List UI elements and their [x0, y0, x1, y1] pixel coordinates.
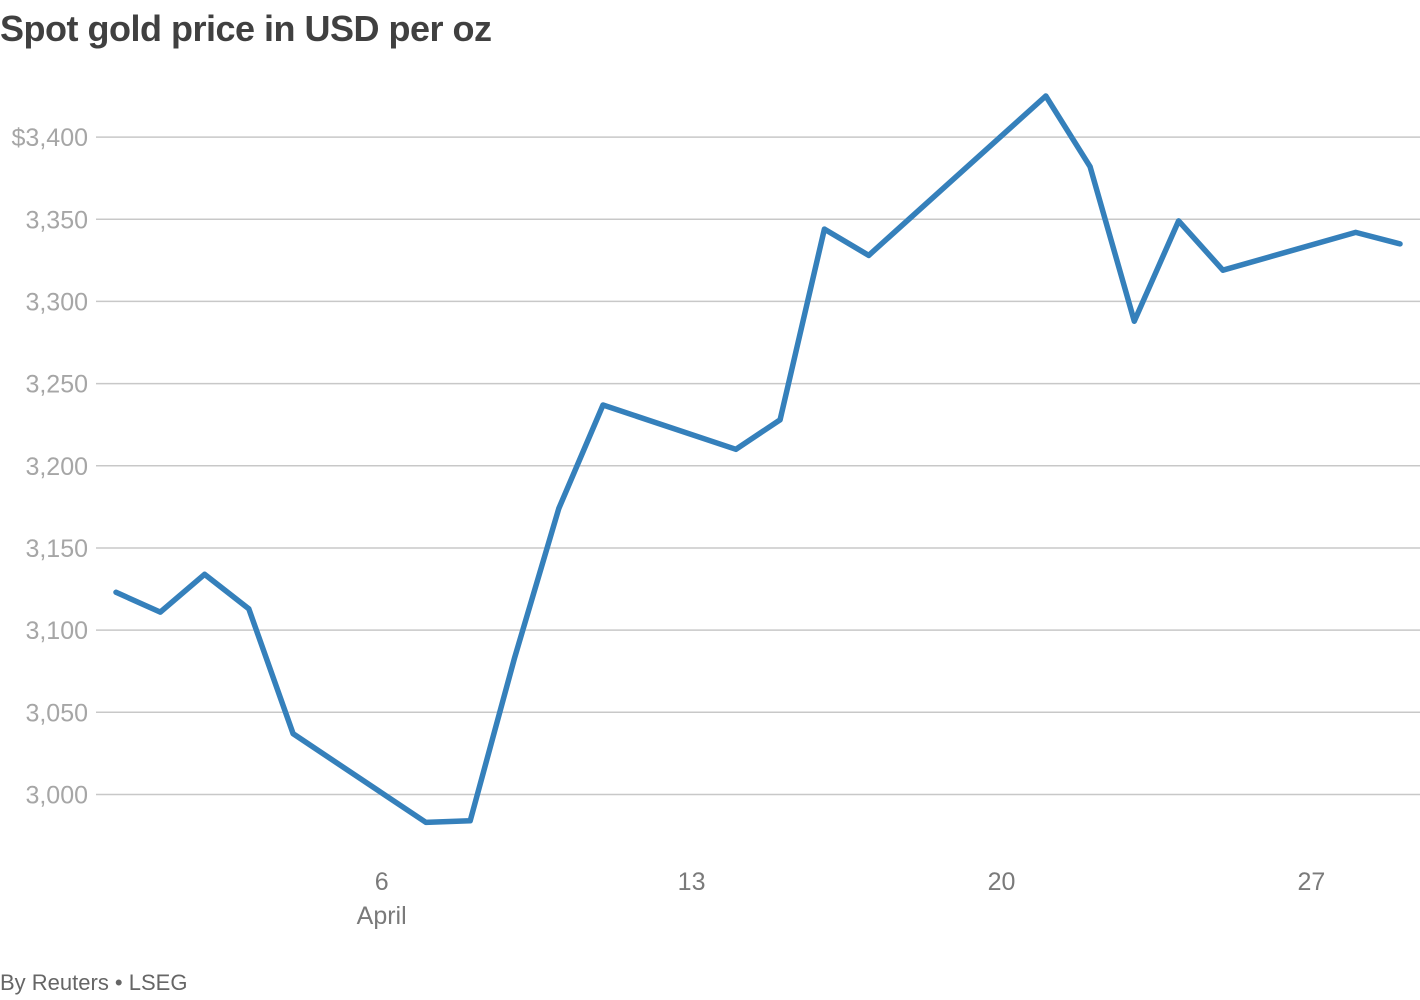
y-tick-label: 3,200 [25, 453, 88, 481]
gridlines [96, 136, 1420, 796]
x-tick-month-label: April [357, 902, 407, 930]
data-point [556, 506, 562, 511]
x-tick-label: 27 [1298, 868, 1326, 896]
y-tick-label: 3,300 [25, 288, 88, 316]
data-point [467, 818, 473, 824]
y-tick-label: 3,050 [25, 699, 88, 727]
y-tick-label: $3,400 [12, 124, 88, 152]
y-tick-label: 3,350 [25, 206, 88, 234]
data-point [246, 606, 252, 612]
source-credit: By Reuters • LSEG [0, 970, 188, 995]
series-layer [113, 93, 1403, 826]
y-axis-ticks: 3,000 3,050 3,100 3,150 3,200 3,250 3,300 3,350… [12, 124, 88, 809]
data-point [733, 446, 739, 452]
data-point [1397, 241, 1403, 247]
line-chart: 3,000 3,050 3,100 3,150 3,200 3,250 3,300 3,350… [12, 93, 1420, 930]
y-tick-label: 3,250 [25, 371, 88, 399]
data-point [290, 731, 296, 737]
data-point [1220, 267, 1226, 273]
data-point [866, 252, 872, 258]
data-point [777, 417, 783, 423]
y-tick-label: 3,100 [25, 617, 88, 645]
data-point [157, 609, 163, 615]
data-point [512, 655, 517, 661]
y-tick-label: 3,150 [25, 535, 88, 563]
chart-title: Spot gold price in USD per oz [0, 8, 492, 49]
data-point [821, 226, 827, 232]
x-axis-ticks: 6 April 13 20 27 [357, 868, 1326, 930]
data-point [1131, 318, 1137, 324]
data-point [423, 819, 429, 825]
x-tick-label: 20 [988, 868, 1016, 896]
series-line [113, 93, 1403, 826]
data-point [1353, 229, 1359, 235]
data-point [1043, 93, 1049, 99]
data-point [113, 589, 119, 595]
data-point [600, 402, 606, 408]
data-point [1087, 164, 1093, 170]
y-tick-label: 3,000 [25, 781, 88, 809]
data-point [1176, 218, 1182, 224]
data-point [202, 571, 208, 577]
x-tick-label: 6 [375, 868, 389, 896]
x-tick-label: 13 [678, 868, 706, 896]
